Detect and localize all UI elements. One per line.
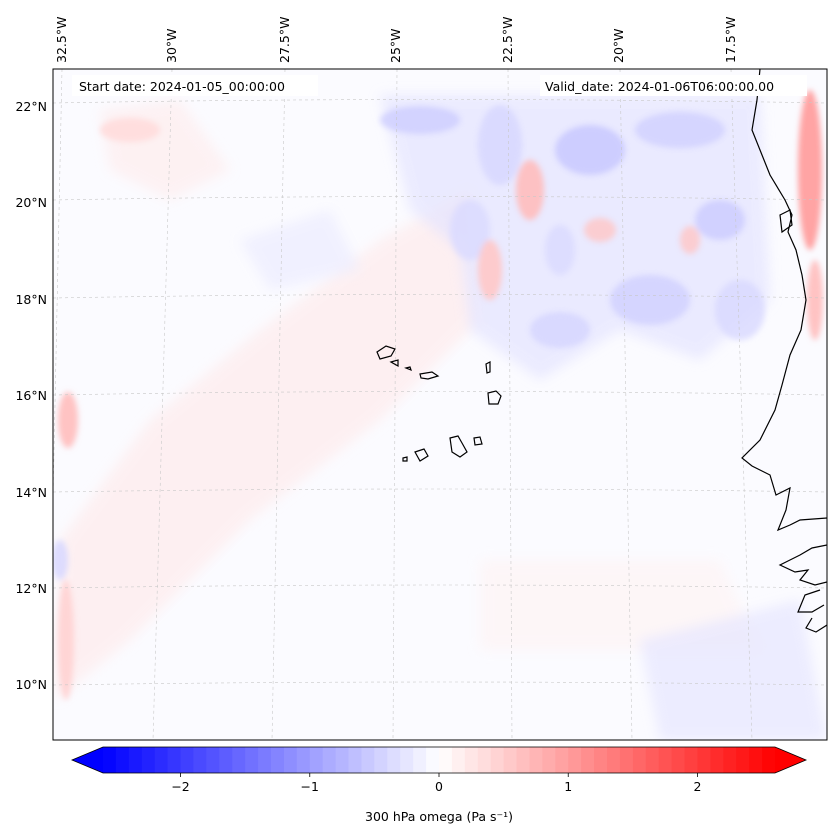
colorbar-segment xyxy=(413,747,427,773)
colorbar-segment xyxy=(581,747,595,773)
colorbar-segment xyxy=(103,747,117,773)
colorbar-segment xyxy=(361,747,375,773)
start-date-box xyxy=(72,75,318,96)
colorbar-segment xyxy=(451,747,466,773)
colorbar-segment xyxy=(555,747,569,773)
colorbar-label: 300 hPa omega (Pa s⁻¹) xyxy=(365,809,513,824)
colorbar-segment xyxy=(671,747,686,773)
colorbar-segment xyxy=(684,747,699,773)
lon-label: 22.5°W xyxy=(500,17,515,63)
colorbar-segment xyxy=(141,747,156,773)
colorbar-tick-label: 1 xyxy=(564,779,572,794)
lon-label: 17.5°W xyxy=(723,17,738,63)
latitude-labels: 22°N 20°N 18°N 16°N 14°N 12°N 10°N xyxy=(15,99,47,692)
colorbar-segment xyxy=(594,747,608,773)
colorbar-segment xyxy=(258,747,272,773)
colorbar-segment xyxy=(115,747,130,773)
lon-label: 20°W xyxy=(611,28,626,63)
colorbar-segment xyxy=(387,747,401,773)
colorbar-segment xyxy=(283,747,298,773)
colorbar-segment xyxy=(697,747,711,773)
lon-label: 32.5°W xyxy=(54,17,69,63)
valid-date-box xyxy=(540,75,807,96)
colorbar-segment xyxy=(374,747,388,773)
colorbar-segment xyxy=(271,747,285,773)
colorbar-low-extend xyxy=(72,747,103,773)
lat-label: 14°N xyxy=(15,485,47,500)
colorbar-segment xyxy=(658,747,673,773)
colorbar-segment xyxy=(296,747,311,773)
colorbar-segment xyxy=(762,747,776,773)
map-panel: Start date: 2024-01-05_00:00:00 Valid_da… xyxy=(52,68,828,741)
colorbar-segment xyxy=(619,747,634,773)
colorbar-segment xyxy=(439,747,453,773)
colorbar-segment xyxy=(219,747,233,773)
colorbar-segment xyxy=(503,747,518,773)
lon-label: 25°W xyxy=(388,28,403,63)
lon-label: 30°W xyxy=(164,28,179,63)
colorbar-segment xyxy=(516,747,531,773)
colorbar-segment xyxy=(542,747,556,773)
colorbar-segment xyxy=(749,747,763,773)
colorbar-segment xyxy=(206,747,220,773)
colorbar-high-extend xyxy=(775,747,806,773)
colorbar-segment xyxy=(322,747,337,773)
colorbar-segment xyxy=(154,747,169,773)
colorbar-segment xyxy=(232,747,246,773)
colorbar-segment xyxy=(632,747,647,773)
cape-verde-islands xyxy=(376,345,502,462)
start-date-label: Start date: 2024-01-05_00:00:00 xyxy=(79,79,285,94)
lat-label: 16°N xyxy=(15,388,47,403)
map-frame xyxy=(52,68,828,741)
lat-label: 12°N xyxy=(15,581,47,596)
valid-date-label: Valid_date: 2024-01-06T06:00:00.00 xyxy=(545,79,774,94)
lat-label: 18°N xyxy=(15,292,47,307)
colorbar-segment xyxy=(645,747,660,773)
colorbar-segment xyxy=(490,747,505,773)
colorbar-segment xyxy=(736,747,750,773)
colorbar-tick-label: −1 xyxy=(301,779,319,794)
colorbar-segment xyxy=(193,747,207,773)
gridlines xyxy=(53,69,827,740)
colorbar-segment xyxy=(167,747,182,773)
colorbar-segment xyxy=(400,747,414,773)
colorbar-segment xyxy=(128,747,143,773)
lat-label: 22°N xyxy=(15,99,47,114)
colorbar-outline xyxy=(70,746,808,774)
colorbar-segment xyxy=(529,747,543,773)
colorbar-ticks: −2 −1 0 1 2 xyxy=(171,773,701,794)
colorbar-segment xyxy=(426,747,440,773)
colorbar-tick-label: 2 xyxy=(693,779,701,794)
colorbar-segments xyxy=(103,747,776,773)
colorbar-segment xyxy=(464,747,479,773)
colorbar-segment xyxy=(348,747,363,773)
colorbar-tick-label: 0 xyxy=(435,779,443,794)
colorbar-segment xyxy=(723,747,737,773)
colorbar-segment xyxy=(309,747,324,773)
longitude-labels: 32.5°W 30°W 27.5°W 25°W 22.5°W 20°W 17.5… xyxy=(54,17,738,63)
lat-label: 10°N xyxy=(15,677,47,692)
coastline xyxy=(741,69,827,633)
colorbar-segment xyxy=(477,747,492,773)
colorbar: −2 −1 0 1 2 300 hPa omega (Pa s⁻¹) xyxy=(70,746,808,824)
colorbar-tick-label: −2 xyxy=(171,779,189,794)
colorbar-segment xyxy=(607,747,621,773)
lon-label: 27.5°W xyxy=(277,17,292,63)
colorbar-segment xyxy=(180,747,195,773)
omega-field xyxy=(53,90,827,740)
colorbar-segment xyxy=(710,747,724,773)
colorbar-segment xyxy=(568,747,582,773)
colorbar-segment xyxy=(335,747,350,773)
lat-label: 20°N xyxy=(15,195,47,210)
colorbar-segment xyxy=(245,747,259,773)
